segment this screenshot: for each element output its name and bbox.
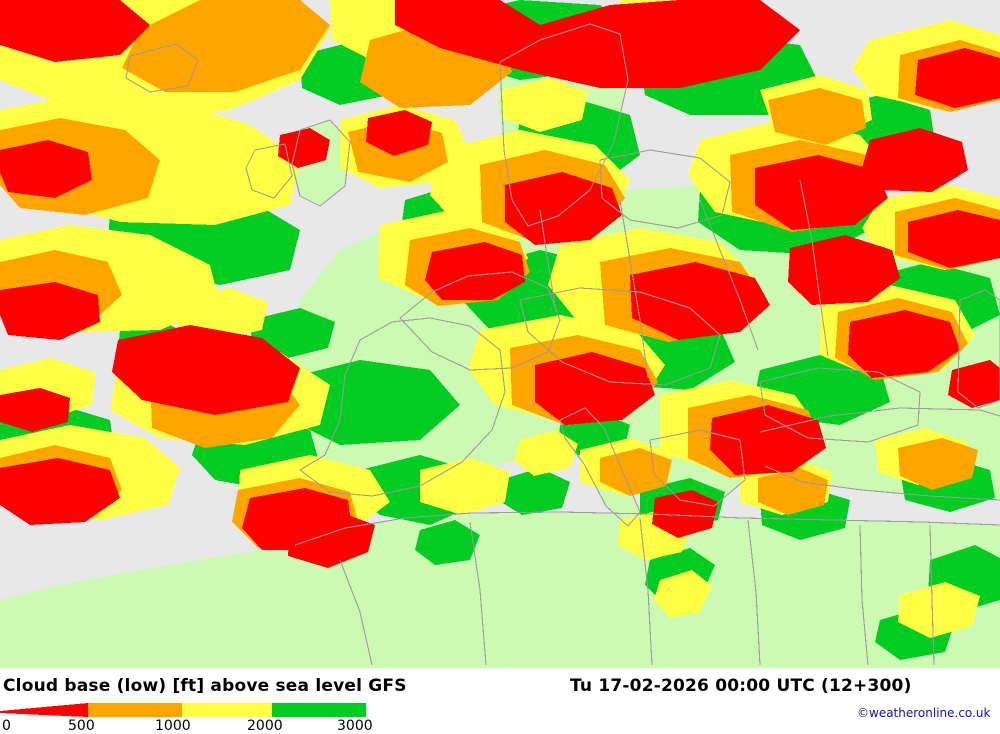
cloud-base-raster [0,0,1000,668]
copyright-notice: ©weatheronline.co.uk [857,706,991,720]
tick-label-1000: 1000 [155,718,191,734]
tick-label-500: 500 [68,718,95,734]
colorbar-swatches [0,703,366,717]
model-run-timestamp: Tu 17-02-2026 00:00 UTC (12+300) [570,676,912,696]
band-2000-3000 [272,703,366,717]
map-title: Cloud base (low) [ft] above sea level GF… [3,676,407,696]
band-0-500 [0,703,88,717]
tick-label-0: 0 [2,718,11,734]
color-scale-legend[interactable]: 0 500 1000 2000 3000 [0,701,400,734]
band-1000-2000 [182,703,272,717]
map-footer: Cloud base (low) [ft] above sea level GF… [0,668,1000,734]
tick-label-3000: 3000 [337,718,373,734]
weather-map-canvas[interactable] [0,0,1000,668]
tick-label-2000: 2000 [247,718,283,734]
band-500-1000 [88,703,182,717]
